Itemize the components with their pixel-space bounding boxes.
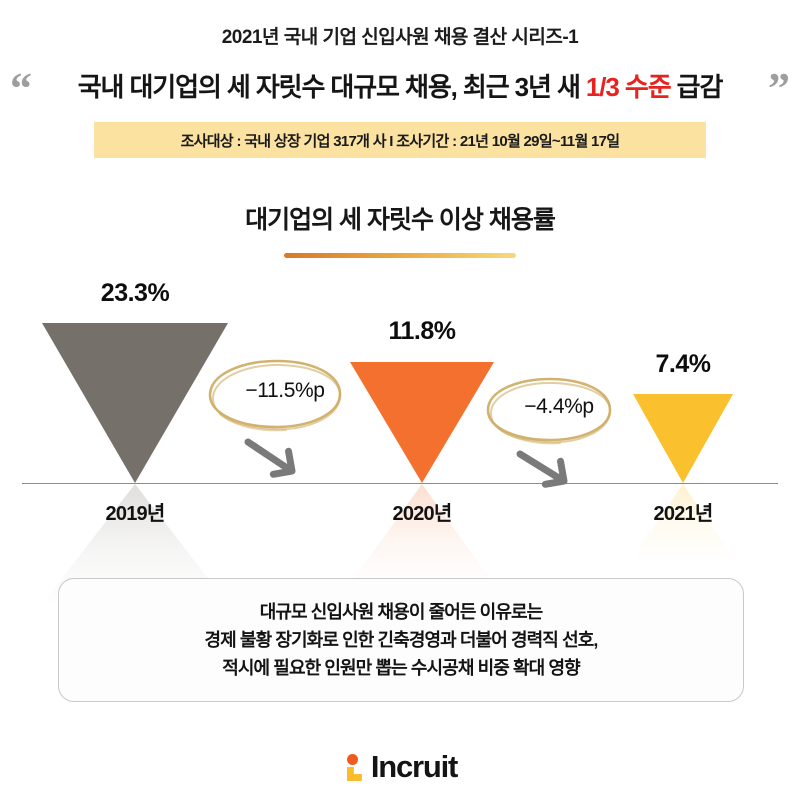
hand-drawn-ellipse-icon-1 bbox=[208, 359, 342, 432]
annotation-2-graphic bbox=[486, 377, 612, 488]
triangle-bar-2021 bbox=[633, 394, 733, 483]
incruit-logo: Incruit bbox=[343, 748, 459, 784]
chart-title: 대기업의 세 자릿수 이상 채용률 bbox=[245, 206, 556, 234]
triangle-bar-2020 bbox=[350, 362, 494, 483]
chart-area: 23.3% 2019년 11.8% 2020년 7.4% 2021년 bbox=[0, 270, 800, 608]
quote-open-icon: “ bbox=[10, 64, 32, 113]
summary-note-box: 대규모 신입사원 채용이 줄어든 이유로는 경제 불황 장기화로 인한 긴축경영… bbox=[58, 578, 744, 702]
category-label-2020: 2020년 bbox=[392, 503, 453, 525]
page-title: 국내 대기업의 세 자릿수 대규모 채용, 최근 3년 새 1/3 수준 급감 bbox=[0, 65, 800, 109]
annotation-delta-2: −4.4%p bbox=[472, 368, 632, 493]
footer: Incruit bbox=[0, 748, 800, 782]
headline-text-tail: 급감 bbox=[670, 72, 724, 102]
category-label-2021: 2021년 bbox=[653, 503, 714, 525]
value-label-2019: 23.3% bbox=[100, 279, 170, 307]
note-line-2: 경제 불황 장기화로 인한 긴축경영과 더불어 경력직 선호, bbox=[204, 630, 599, 650]
survey-info-text: 조사대상 : 국내 상장 기업 317개 사 I 조사기간 : 21년 10월 … bbox=[180, 132, 621, 150]
annotation-label-2: −4.4%p bbox=[524, 395, 594, 418]
headline-highlight: 1/3 수준 bbox=[585, 72, 672, 102]
quote-close-icon: ” bbox=[768, 64, 790, 113]
value-label-2021: 7.4% bbox=[655, 350, 711, 378]
hand-drawn-ellipse-icon-2 bbox=[486, 377, 612, 445]
headline-block: “ ” 국내 대기업의 세 자릿수 대규모 채용, 최근 3년 새 1/3 수준… bbox=[0, 65, 800, 111]
note-line-3: 적시에 필요한 인원만 뽑는 수시공채 비중 확대 영향 bbox=[222, 658, 580, 678]
logo-mark-icon bbox=[343, 752, 369, 782]
chart-title-underline bbox=[284, 253, 516, 258]
down-right-arrow-icon-1 bbox=[244, 438, 296, 478]
category-label-2019: 2019년 bbox=[105, 503, 166, 525]
logo-l-shape-icon bbox=[346, 767, 362, 781]
triangle-bar-2019 bbox=[42, 323, 228, 483]
series-title: 2021년 국내 기업 신입사원 채용 결산 시리즈-1 bbox=[221, 27, 579, 48]
annotation-delta-1: −11.5%p bbox=[190, 348, 360, 483]
value-label-2020: 11.8% bbox=[388, 317, 456, 345]
logo-wordmark: Incruit bbox=[370, 749, 459, 784]
annotation-label-1: −11.5%p bbox=[245, 379, 325, 402]
down-right-arrow-icon-2 bbox=[516, 450, 568, 488]
headline-text-lead: 국내 대기업의 세 자릿수 대규모 채용, 최근 3년 새 bbox=[77, 72, 586, 102]
annotation-1-graphic bbox=[208, 359, 342, 478]
chart-baseline-axis bbox=[22, 483, 778, 484]
header: 2021년 국내 기업 신입사원 채용 결산 시리즈-1 “ ” 국내 대기업의… bbox=[0, 0, 800, 158]
survey-info-band: 조사대상 : 국내 상장 기업 317개 사 I 조사기간 : 21년 10월 … bbox=[94, 122, 706, 158]
logo-dot-icon bbox=[346, 754, 358, 765]
note-line-1: 대규모 신입사원 채용이 줄어든 이유로는 bbox=[259, 602, 544, 622]
